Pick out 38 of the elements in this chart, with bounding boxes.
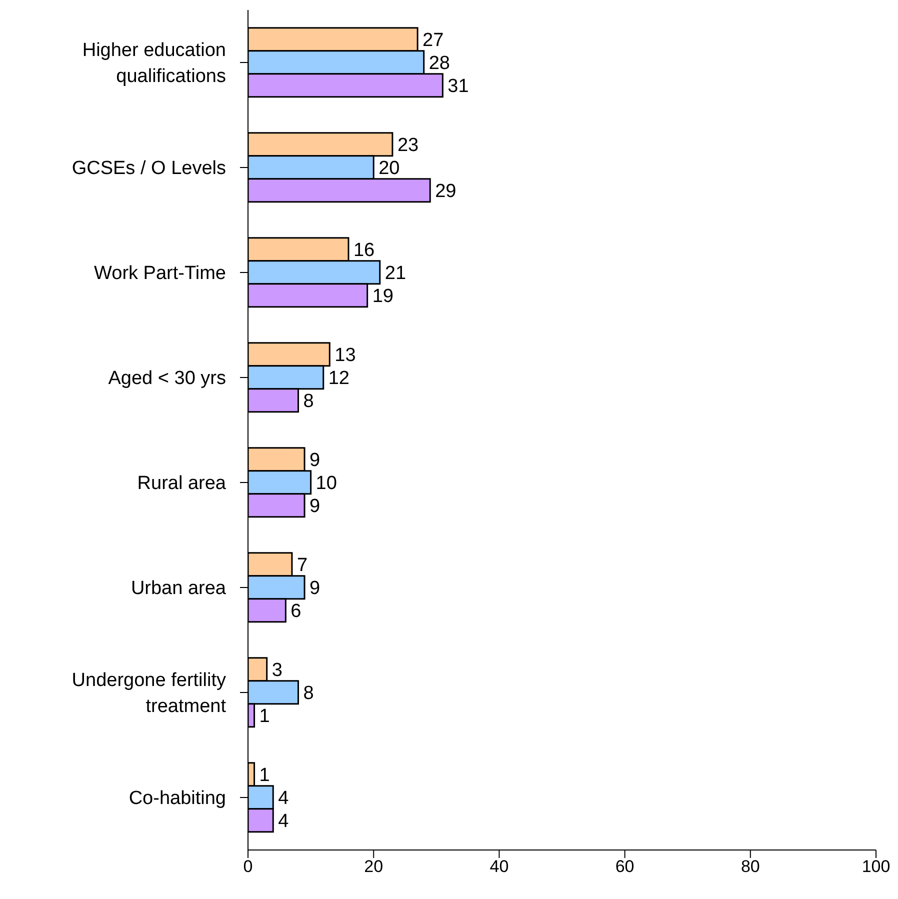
x-tick-label: 60 bbox=[615, 857, 634, 876]
data-label: 9 bbox=[310, 578, 320, 600]
y-tick-label: Undergone fertility treatment bbox=[72, 670, 227, 718]
y-tick-label: GCSEs / O Levels bbox=[72, 158, 226, 180]
data-label: 29 bbox=[435, 181, 456, 202]
x-tick-label: 100 bbox=[862, 857, 890, 876]
x-tick-label: 0 bbox=[243, 857, 253, 876]
data-label: 31 bbox=[448, 76, 469, 98]
data-label: 9 bbox=[310, 496, 320, 518]
data-label: 28 bbox=[428, 53, 450, 74]
data-label: 4 bbox=[278, 788, 290, 810]
data-label: 13 bbox=[334, 345, 356, 366]
data-label: 1 bbox=[259, 706, 270, 728]
data-label: 9 bbox=[310, 450, 320, 472]
data-label: 19 bbox=[372, 286, 394, 308]
y-tick-label: Rural area bbox=[137, 473, 226, 494]
y-tick-label: Co-habiting bbox=[128, 788, 226, 810]
x-tick-label: 20 bbox=[364, 857, 384, 876]
data-label: 12 bbox=[328, 368, 350, 390]
data-label: 21 bbox=[384, 263, 406, 284]
data-label: 23 bbox=[397, 135, 419, 156]
data-label: 8 bbox=[303, 683, 314, 704]
data-label: 16 bbox=[353, 240, 375, 262]
y-tick-label: Higher education qualifications bbox=[82, 40, 226, 88]
data-label: 8 bbox=[303, 391, 314, 412]
data-label: 27 bbox=[422, 30, 444, 52]
y-tick-label: Work Part-Time bbox=[94, 263, 226, 284]
data-label: 20 bbox=[378, 158, 400, 180]
data-label: 1 bbox=[259, 765, 270, 786]
data-label: 4 bbox=[278, 811, 290, 832]
x-tick-label: 40 bbox=[490, 857, 509, 876]
y-tick-label: Aged < 30 yrs bbox=[108, 368, 226, 390]
y-tick-label: Urban area bbox=[130, 578, 226, 600]
data-label: 3 bbox=[272, 660, 282, 682]
data-label: 10 bbox=[316, 473, 337, 494]
data-label: 7 bbox=[296, 555, 308, 576]
data-label: 6 bbox=[290, 601, 302, 622]
x-tick-label: 80 bbox=[740, 857, 760, 876]
